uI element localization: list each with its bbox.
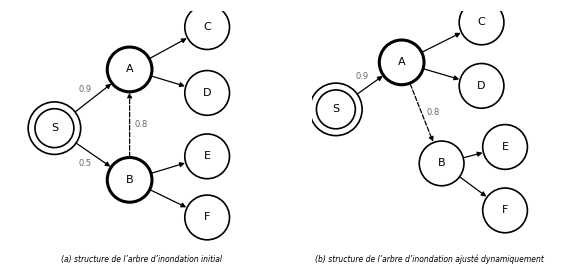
Text: (a) structure de l’arbre d’inondation initial: (a) structure de l’arbre d’inondation in…	[61, 255, 222, 264]
Text: D: D	[203, 88, 211, 98]
Text: S: S	[332, 104, 339, 114]
Text: 0.8: 0.8	[427, 108, 440, 117]
Text: A: A	[126, 64, 133, 74]
Text: 0.5: 0.5	[78, 159, 92, 168]
Ellipse shape	[483, 188, 527, 233]
Ellipse shape	[419, 141, 464, 186]
Ellipse shape	[185, 70, 230, 115]
Text: B: B	[126, 175, 133, 185]
Ellipse shape	[459, 64, 504, 108]
Ellipse shape	[379, 40, 424, 85]
Text: C: C	[478, 17, 485, 28]
Ellipse shape	[310, 83, 362, 136]
Text: F: F	[502, 205, 508, 215]
Text: A: A	[398, 57, 406, 67]
Ellipse shape	[107, 47, 152, 92]
Ellipse shape	[185, 5, 230, 49]
Ellipse shape	[459, 0, 504, 45]
Ellipse shape	[185, 195, 230, 240]
Ellipse shape	[185, 134, 230, 179]
Ellipse shape	[107, 158, 152, 202]
Ellipse shape	[35, 109, 74, 148]
Text: S: S	[51, 123, 58, 133]
Text: 0.8: 0.8	[135, 120, 148, 129]
Text: E: E	[501, 142, 508, 152]
Text: E: E	[204, 151, 211, 161]
Ellipse shape	[483, 125, 527, 169]
Text: D: D	[477, 81, 486, 91]
Text: C: C	[203, 22, 211, 32]
Ellipse shape	[28, 102, 81, 154]
Text: (b) structure de l’arbre d’inondation ajusté dynamiquement: (b) structure de l’arbre d’inondation aj…	[316, 255, 544, 264]
Text: 0.9: 0.9	[78, 85, 92, 94]
Text: F: F	[204, 213, 211, 222]
Text: B: B	[438, 158, 445, 168]
Text: 0.9: 0.9	[355, 72, 368, 81]
Ellipse shape	[316, 90, 355, 129]
